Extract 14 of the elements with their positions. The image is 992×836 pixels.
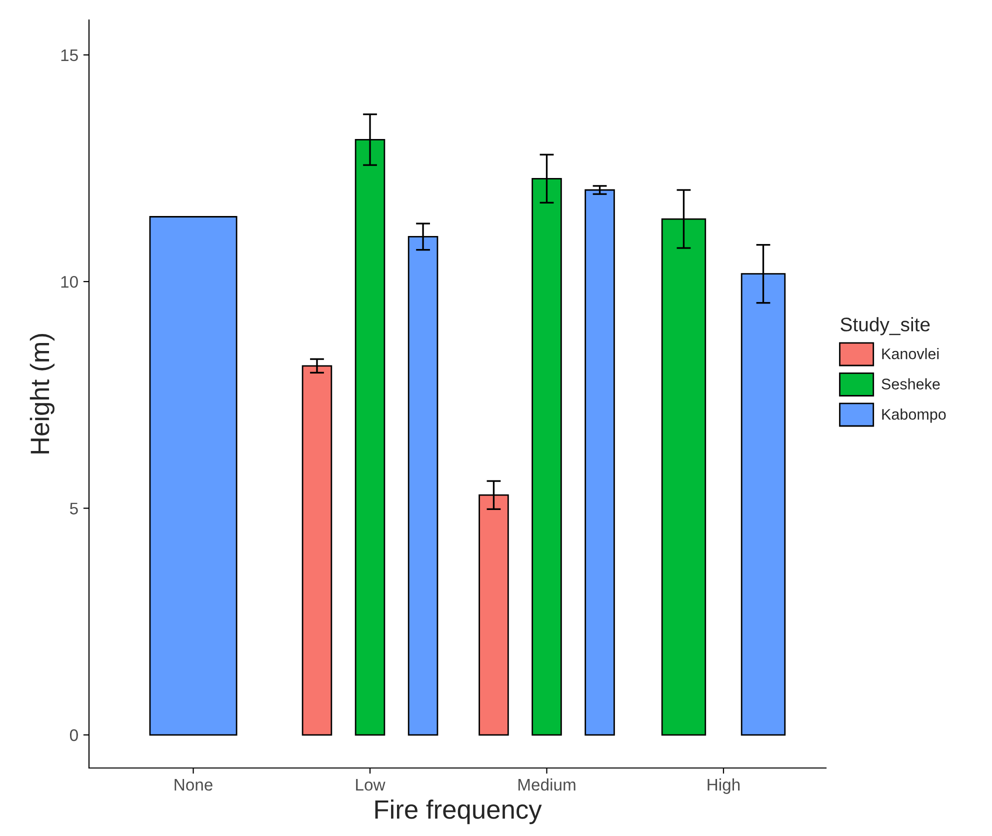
y-tick-label: 0 [70, 729, 78, 742]
x-axis-title: Fire frequency [375, 800, 542, 824]
legend-label: Kanovlei [882, 348, 939, 360]
y-tick-label: 15 [61, 49, 78, 62]
x-tick-label: High [708, 778, 740, 794]
x-tick-label: Low [356, 779, 386, 791]
x-tick-label: Medium [518, 778, 576, 791]
y-axis-title: Height (m) [30, 334, 54, 454]
y-tick-label: 10 [61, 276, 78, 288]
legend-label: Sesheke [882, 378, 940, 390]
x-tick-label: None [174, 779, 212, 791]
legend-title: Study_site [840, 317, 930, 336]
legend-label: Kabompo [882, 408, 946, 423]
y-tick-label: 5 [70, 502, 78, 514]
